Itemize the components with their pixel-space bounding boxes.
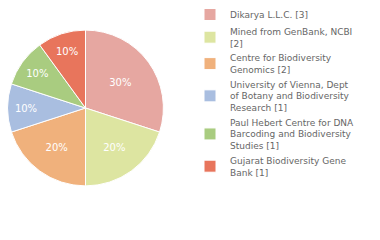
svg-text:20%: 20% <box>103 142 125 153</box>
svg-text:30%: 30% <box>109 77 131 88</box>
svg-text:Gujarat Biodiversity GeneBank: Gujarat Biodiversity GeneBank [1] <box>230 156 346 178</box>
svg-text:Centre for BiodiversityGenomic: Centre for BiodiversityGenomics [2] <box>230 53 332 75</box>
svg-text:Dikarya L.L.C. [3]: Dikarya L.L.C. [3] <box>230 10 308 20</box>
svg-text:10%: 10% <box>15 103 37 114</box>
svg-text:10%: 10% <box>26 68 48 79</box>
svg-text:10%: 10% <box>56 46 78 57</box>
svg-text:Mined from GenBank, NCBI[2]: Mined from GenBank, NCBI[2] <box>230 27 352 49</box>
svg-text:20%: 20% <box>46 142 68 153</box>
svg-text:University of Vienna, Deptof B: University of Vienna, Deptof Botany and … <box>230 80 350 113</box>
svg-text:Paul Hebert Centre for DNABarc: Paul Hebert Centre for DNABarcoding and … <box>230 118 354 151</box>
